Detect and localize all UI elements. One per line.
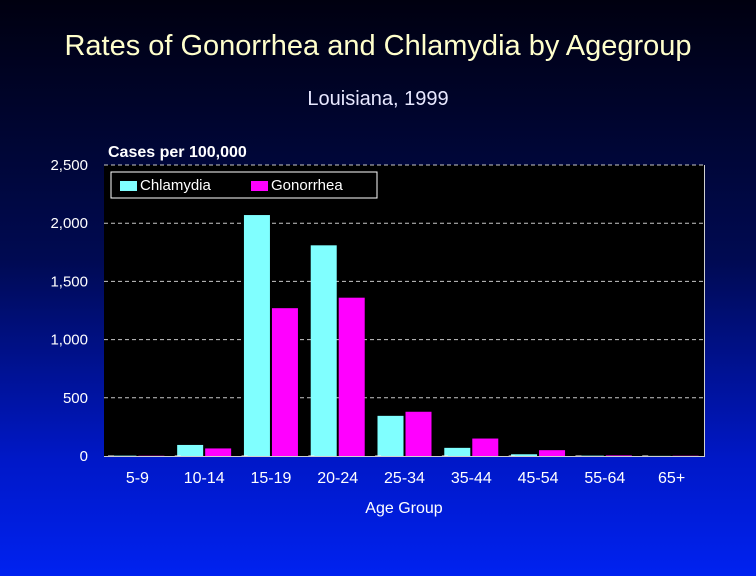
bar-gonorrhea-10-14 <box>205 448 232 456</box>
legend-box <box>110 171 378 199</box>
bar-gonorrhea-15-19 <box>271 308 298 456</box>
bar-chlamydia-20-24 <box>310 245 337 456</box>
y-tick-label: 0 <box>80 448 88 465</box>
y-tick-label: 500 <box>63 390 88 407</box>
y-tick-label: 2,500 <box>50 157 88 174</box>
x-tick-label: 5-9 <box>126 470 149 487</box>
chart-title: Rates of Gonorrhea and Chlamydia by Ageg… <box>64 30 692 62</box>
bar-gonorrhea-20-24 <box>338 297 365 456</box>
x-tick-label: 10-14 <box>184 470 225 487</box>
legend-label-gonorrhea: Gonorrhea <box>271 177 343 194</box>
bars <box>110 215 699 457</box>
chart-subtitle: Louisiana, 1999 <box>307 88 449 110</box>
bar-chlamydia-5-9 <box>110 455 137 457</box>
bar-gonorrhea-35-44 <box>472 438 499 456</box>
bar-gonorrhea-25-34 <box>405 411 432 456</box>
bar-chlamydia-35-44 <box>444 447 471 456</box>
y-tick-label: 1,500 <box>50 273 88 290</box>
y-tick-label: 2,000 <box>50 215 88 232</box>
legend-swatch-chlamydia <box>120 181 137 191</box>
y-tick-label: 1,000 <box>50 332 88 349</box>
bar-chlamydia-55-64 <box>577 455 604 457</box>
tick-labels: 0 500 1,000 1,500 2,000 2,500 5-9 10-14 15-19 20-… <box>50 157 685 487</box>
plot-area <box>104 165 705 456</box>
legend-label-chlamydia: Chlamydia <box>140 177 212 194</box>
bar-chlamydia-25-34 <box>377 415 404 456</box>
x-tick-label: 15-19 <box>250 470 291 487</box>
x-tick-label: 25-34 <box>384 470 425 487</box>
x-tick-label: 20-24 <box>317 470 358 487</box>
grid-lines <box>104 164 705 456</box>
y-axis-label: Cases per 100,000 <box>108 144 247 161</box>
bar-chlamydia-15-19 <box>243 215 270 456</box>
x-tick-label: 35-44 <box>451 470 492 487</box>
legend: Chlamydia Gonorrhea <box>110 171 378 199</box>
bar-gonorrhea-45-54 <box>539 450 566 456</box>
bar-chlamydia-10-14 <box>177 444 204 456</box>
bar-gonorrhea-55-64 <box>605 455 632 456</box>
x-tick-label: 55-64 <box>584 470 625 487</box>
x-tick-label: 45-54 <box>518 470 559 487</box>
x-axis-label: Age Group <box>365 500 442 517</box>
bar-chlamydia-45-54 <box>511 454 538 456</box>
axes <box>104 165 705 457</box>
x-tick-label: 65+ <box>658 470 685 487</box>
legend-swatch-gonorrhea <box>251 181 268 191</box>
